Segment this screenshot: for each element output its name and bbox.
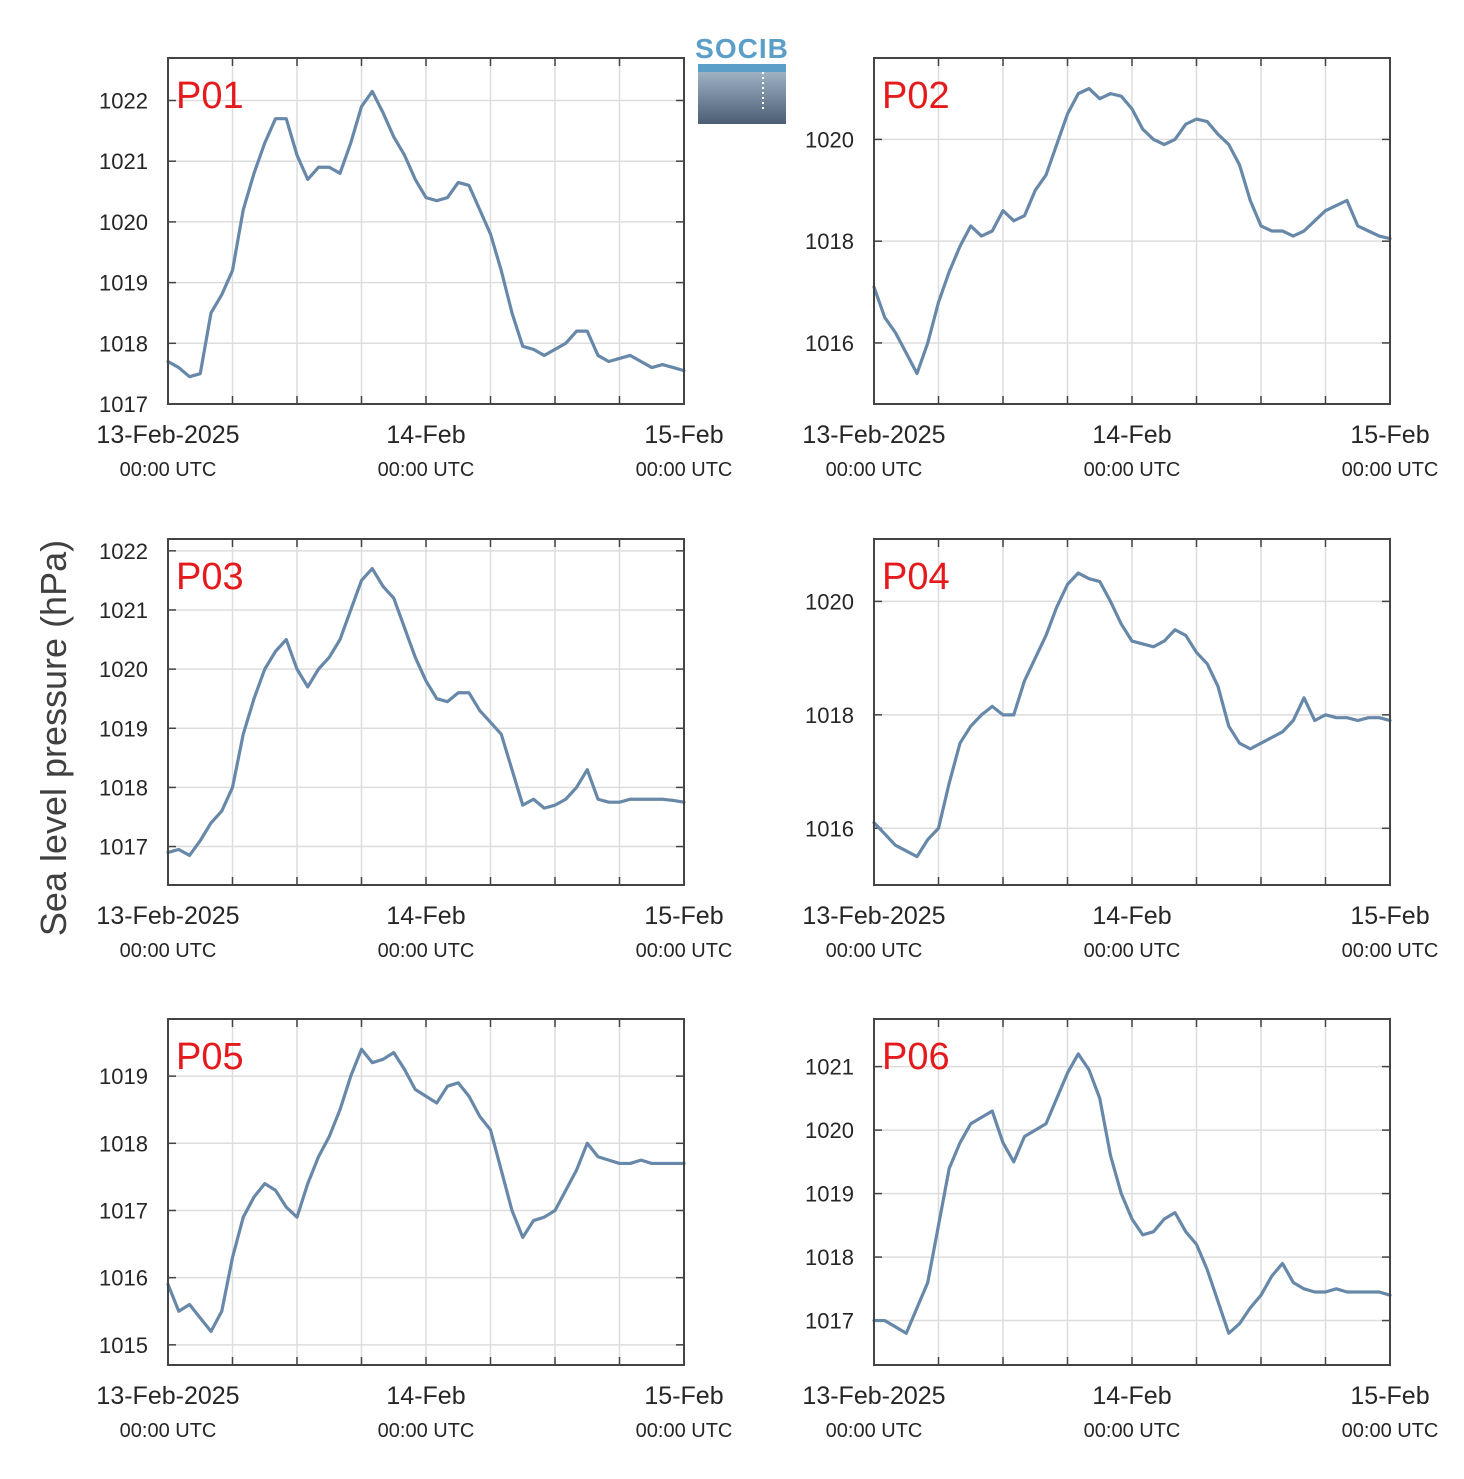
x-tick-label: 13-Feb-2025: [96, 421, 239, 449]
x-tick-sublabel: 00:00 UTC: [1342, 1420, 1439, 1442]
y-tick-label: 1019: [99, 271, 148, 296]
panel-label: P05: [176, 1036, 244, 1078]
y-tick-label: 1018: [805, 229, 854, 254]
x-tick-sublabel: 00:00 UTC: [1342, 940, 1439, 962]
panel-p05: 1015 1016 1017 1018 1019 13-Feb-2025 00:00 UTC…: [96, 1018, 733, 1442]
panel-p04: 1016 1018 1020 13-Feb-2025 00:00 UTC 14-Feb 00…: [802, 538, 1439, 962]
x-tick-label: 14-Feb: [386, 902, 465, 930]
axes-frame: [167, 57, 685, 405]
x-tick-label: 14-Feb: [386, 421, 465, 449]
axes-frame: [873, 538, 1391, 886]
y-tick-label: 1019: [99, 716, 148, 741]
y-tick-label: 1018: [99, 775, 148, 800]
y-tick-label: 1018: [805, 1245, 854, 1270]
x-tick-sublabel: 00:00 UTC: [120, 940, 217, 962]
y-tick-label: 1017: [99, 392, 148, 417]
y-tick-label: 1018: [99, 331, 148, 356]
x-tick-sublabel: 00:00 UTC: [1084, 1420, 1181, 1442]
x-tick-sublabel: 00:00 UTC: [1342, 459, 1439, 481]
panel-label: P04: [882, 556, 950, 598]
x-tick-sublabel: 00:00 UTC: [120, 459, 217, 481]
x-tick-label: 15-Feb: [644, 1382, 723, 1410]
axes-frame: [167, 538, 685, 886]
x-tick-sublabel: 00:00 UTC: [826, 1420, 923, 1442]
series-line: [872, 571, 1392, 859]
series-line: [872, 1052, 1392, 1335]
panel-p06: 1017 1018 1019 1020 1021 13-Feb-2025 00:00 UTC…: [802, 1018, 1439, 1442]
x-tick-label: 14-Feb: [1092, 1382, 1171, 1410]
panel-label: P06: [882, 1036, 950, 1078]
y-tick-label: 1020: [805, 127, 854, 152]
x-tick-sublabel: 00:00 UTC: [826, 459, 923, 481]
x-tick-label: 13-Feb-2025: [96, 902, 239, 930]
x-tick-sublabel: 00:00 UTC: [378, 459, 475, 481]
y-tick-label: 1017: [99, 835, 148, 860]
y-axis-label: Sea level pressure (hPa): [33, 540, 74, 936]
series-line: [166, 89, 686, 379]
series-line: [166, 566, 686, 858]
y-tick-label: 1017: [805, 1309, 854, 1334]
y-tick-label: 1020: [99, 657, 148, 682]
y-tick-label: 1015: [99, 1333, 148, 1358]
x-tick-label: 14-Feb: [1092, 421, 1171, 449]
x-tick-sublabel: 00:00 UTC: [636, 940, 733, 962]
x-tick-label: 15-Feb: [1350, 1382, 1429, 1410]
x-tick-label: 14-Feb: [1092, 902, 1171, 930]
x-tick-label: 13-Feb-2025: [802, 1382, 945, 1410]
panel-label: P03: [176, 556, 244, 598]
socib-logo: SOCIB: [695, 33, 789, 124]
x-tick-label: 13-Feb-2025: [802, 421, 945, 449]
x-tick-sublabel: 00:00 UTC: [1084, 459, 1181, 481]
x-tick-label: 13-Feb-2025: [96, 1382, 239, 1410]
y-tick-label: 1021: [805, 1055, 854, 1080]
y-tick-label: 1020: [99, 210, 148, 235]
series-line: [872, 86, 1392, 376]
panel-p03: 1017 1018 1019 1020 1021 1022 13-Feb-2025 00:00…: [96, 538, 733, 962]
x-tick-sublabel: 00:00 UTC: [636, 459, 733, 481]
y-tick-label: 1016: [99, 1266, 148, 1291]
y-tick-label: 1021: [99, 149, 148, 174]
y-tick-label: 1021: [99, 598, 148, 623]
y-tick-label: 1018: [805, 703, 854, 728]
panel-label: P02: [882, 75, 950, 117]
axes-frame: [873, 1018, 1391, 1366]
x-tick-label: 14-Feb: [386, 1382, 465, 1410]
x-tick-sublabel: 00:00 UTC: [120, 1420, 217, 1442]
x-tick-label: 13-Feb-2025: [802, 902, 945, 930]
y-tick-label: 1016: [805, 331, 854, 356]
x-tick-label: 15-Feb: [644, 902, 723, 930]
x-tick-label: 15-Feb: [644, 421, 723, 449]
panel-label: P01: [176, 75, 244, 117]
axes-frame: [167, 1018, 685, 1366]
y-tick-label: 1020: [805, 589, 854, 614]
x-tick-label: 15-Feb: [1350, 902, 1429, 930]
series-line: [166, 1047, 686, 1334]
panel-p01: 1017 1018 1019 1020 1021 1022 13-Feb-2025 00:00…: [96, 57, 733, 481]
x-tick-label: 15-Feb: [1350, 421, 1429, 449]
x-tick-sublabel: 00:00 UTC: [826, 940, 923, 962]
axes-frame: [873, 57, 1391, 405]
y-tick-label: 1020: [805, 1118, 854, 1143]
x-tick-sublabel: 00:00 UTC: [378, 940, 475, 962]
x-tick-sublabel: 00:00 UTC: [1084, 940, 1181, 962]
x-tick-sublabel: 00:00 UTC: [636, 1420, 733, 1442]
y-tick-label: 1022: [99, 539, 148, 564]
y-tick-label: 1019: [99, 1064, 148, 1089]
y-tick-label: 1022: [99, 88, 148, 113]
y-tick-label: 1019: [805, 1182, 854, 1207]
socib-logo-text: SOCIB: [695, 33, 789, 64]
x-tick-sublabel: 00:00 UTC: [378, 1420, 475, 1442]
y-tick-label: 1017: [99, 1198, 148, 1223]
panel-p02: 1016 1018 1020 13-Feb-2025 00:00 UTC 14-Feb 00…: [802, 57, 1439, 481]
y-tick-label: 1016: [805, 816, 854, 841]
y-tick-label: 1018: [99, 1131, 148, 1156]
